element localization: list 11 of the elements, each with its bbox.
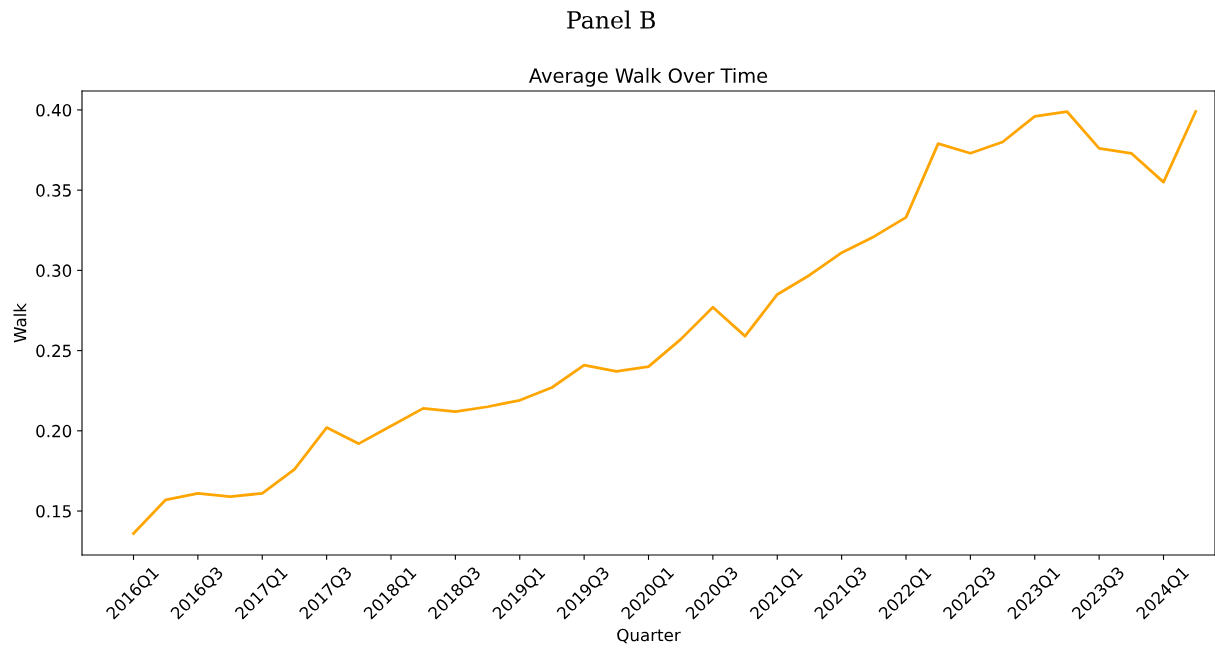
x-axis-title: Quarter <box>617 628 681 644</box>
y-axis-title: Walk <box>13 303 27 343</box>
line-series <box>132 110 1198 535</box>
y-tick-label: 0.40 <box>36 103 72 117</box>
y-tick-label: 0.35 <box>36 184 71 197</box>
y-tick-label: 0.30 <box>36 264 72 277</box>
y-tick-label: 0.20 <box>36 424 72 438</box>
y-tick-label: 0.15 <box>36 505 71 518</box>
y-tick-label: 0.25 <box>36 344 71 358</box>
chart-subtitle: Panel B <box>567 10 655 29</box>
chart-title: Average Walk Over Time <box>529 67 768 87</box>
